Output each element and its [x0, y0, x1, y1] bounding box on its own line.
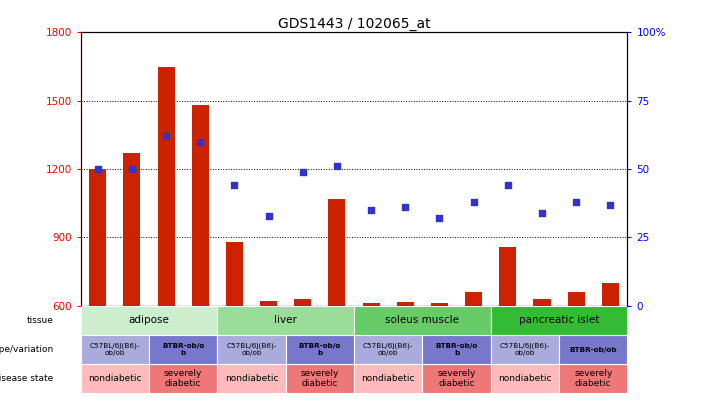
Text: nondiabetic: nondiabetic — [225, 374, 278, 383]
Bar — [328, 199, 346, 306]
Bar — [354, 306, 491, 335]
Point — [161, 133, 172, 140]
Text: C57BL/6J(B6)-
ob/ob: C57BL/6J(B6)- ob/ob — [90, 343, 140, 356]
Bar — [499, 247, 517, 306]
Text: disease state: disease state — [0, 374, 53, 383]
Bar — [149, 364, 217, 393]
Bar — [354, 364, 422, 393]
Bar — [149, 335, 217, 364]
Text: severely
diabetic: severely diabetic — [574, 369, 613, 388]
Bar — [226, 242, 243, 306]
Point — [297, 168, 308, 175]
Text: C57BL/6J(B6)-
ob/ob: C57BL/6J(B6)- ob/ob — [500, 343, 550, 356]
Text: nondiabetic: nondiabetic — [362, 374, 415, 383]
Point — [365, 207, 376, 213]
Bar — [89, 169, 107, 306]
Bar — [81, 306, 217, 335]
Text: pancreatic islet: pancreatic islet — [519, 315, 599, 325]
Bar — [491, 306, 627, 335]
Text: genotype/variation: genotype/variation — [0, 345, 53, 354]
Bar — [286, 335, 354, 364]
Bar — [491, 335, 559, 364]
Text: C57BL/6J(B6)-
ob/ob: C57BL/6J(B6)- ob/ob — [363, 343, 414, 356]
Text: BTBR-ob/o
b: BTBR-ob/o b — [299, 343, 341, 356]
Bar — [286, 364, 354, 393]
Text: BTBR-ob/o
b: BTBR-ob/o b — [162, 343, 204, 356]
Point — [605, 201, 616, 208]
Bar — [422, 335, 491, 364]
Text: C57BL/6J(B6)-
ob/ob: C57BL/6J(B6)- ob/ob — [226, 343, 277, 356]
Bar — [601, 283, 619, 306]
Bar — [191, 105, 209, 306]
Text: severely
diabetic: severely diabetic — [301, 369, 339, 388]
Title: GDS1443 / 102065_at: GDS1443 / 102065_at — [278, 17, 430, 31]
Point — [195, 139, 206, 145]
Bar — [294, 299, 311, 306]
Bar — [559, 335, 627, 364]
Text: nondiabetic: nondiabetic — [498, 374, 552, 383]
Bar — [217, 364, 286, 393]
Bar — [362, 303, 380, 306]
Text: severely
diabetic: severely diabetic — [437, 369, 476, 388]
Point — [434, 215, 445, 222]
Bar — [217, 335, 286, 364]
Bar — [260, 301, 277, 306]
Bar — [422, 364, 491, 393]
Text: nondiabetic: nondiabetic — [88, 374, 142, 383]
Text: liver: liver — [274, 315, 297, 325]
Bar — [354, 335, 422, 364]
Bar — [431, 303, 448, 306]
Text: BTBR-ob/o
b: BTBR-ob/o b — [435, 343, 477, 356]
Text: soleus muscle: soleus muscle — [386, 315, 459, 325]
Bar — [123, 153, 140, 306]
Point — [571, 199, 582, 205]
Point — [92, 166, 103, 173]
Bar — [465, 292, 482, 306]
Point — [468, 199, 479, 205]
Point — [536, 210, 547, 216]
Text: BTBR-ob/ob: BTBR-ob/ob — [569, 347, 617, 352]
Point — [502, 182, 513, 189]
Text: adipose: adipose — [128, 315, 170, 325]
Point — [126, 166, 137, 173]
Bar — [491, 364, 559, 393]
Bar — [568, 292, 585, 306]
Bar — [217, 306, 354, 335]
Bar — [158, 66, 175, 306]
Point — [400, 204, 411, 211]
Bar — [81, 335, 149, 364]
Bar — [559, 364, 627, 393]
Bar — [533, 299, 550, 306]
Point — [263, 212, 274, 219]
Point — [332, 163, 343, 170]
Point — [229, 182, 240, 189]
Bar — [81, 364, 149, 393]
Text: tissue: tissue — [27, 316, 53, 325]
Text: severely
diabetic: severely diabetic — [164, 369, 203, 388]
Bar — [397, 303, 414, 306]
